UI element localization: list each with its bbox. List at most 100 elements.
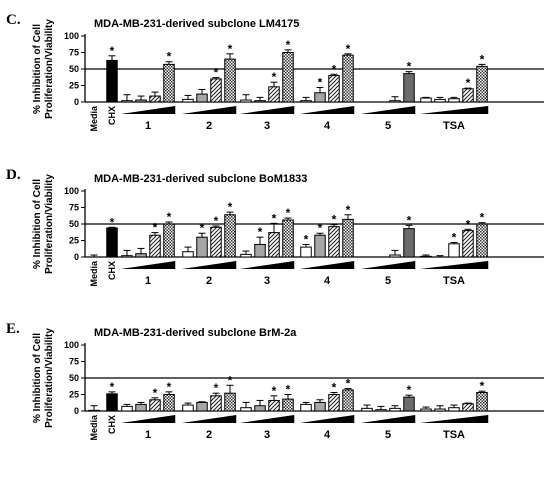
bar bbox=[328, 394, 340, 412]
y-tick-label: 100 bbox=[64, 31, 79, 41]
panel-title: MDA-MB-231-derived subclone BoM1833 bbox=[94, 173, 307, 185]
control-label: Media bbox=[89, 105, 99, 132]
group-label: 1 bbox=[145, 429, 151, 441]
y-axis-label-line: % Inhibition of Cell bbox=[32, 333, 43, 423]
bar bbox=[361, 407, 373, 412]
y-axis-label-line: % Inhibition of Cell bbox=[32, 179, 43, 269]
bar bbox=[240, 99, 252, 103]
y-axis-label: % Inhibition of CellProliferation/Viabil… bbox=[32, 328, 55, 428]
bar bbox=[163, 394, 175, 412]
bar bbox=[462, 230, 474, 258]
panel-letter: D. bbox=[6, 167, 21, 183]
group-label: 4 bbox=[324, 429, 331, 441]
bar bbox=[448, 243, 460, 258]
bar bbox=[163, 223, 175, 258]
control-label: CHX bbox=[107, 106, 117, 125]
significance-star: * bbox=[167, 210, 172, 224]
bar bbox=[434, 408, 446, 412]
group-label: TSA bbox=[443, 275, 465, 287]
dose-wedge bbox=[120, 261, 176, 269]
bar bbox=[210, 78, 222, 103]
bar bbox=[106, 227, 118, 258]
dose-wedge bbox=[360, 106, 416, 114]
bar bbox=[224, 58, 236, 103]
bar bbox=[182, 251, 194, 258]
bar bbox=[224, 214, 236, 258]
dose-wedge bbox=[120, 415, 176, 423]
bar bbox=[300, 403, 312, 412]
bar bbox=[389, 254, 401, 258]
y-tick-label: 50 bbox=[69, 64, 79, 74]
significance-star: * bbox=[286, 383, 291, 397]
significance-star: * bbox=[214, 381, 219, 395]
significance-star: * bbox=[110, 44, 115, 58]
significance-star: * bbox=[258, 225, 263, 239]
panel-3: E. MDA-MB-231-derived subclone BrM-2a % In… bbox=[6, 321, 544, 441]
y-axis-label: % Inhibition of CellProliferation/Viabil… bbox=[32, 174, 55, 274]
bar bbox=[210, 395, 222, 412]
significance-star: * bbox=[318, 221, 323, 235]
significance-star: * bbox=[452, 230, 457, 244]
group-label: 3 bbox=[264, 120, 270, 132]
bar bbox=[328, 75, 340, 103]
y-axis-label: % Inhibition of CellProliferation/Viabil… bbox=[32, 19, 55, 119]
bar bbox=[420, 255, 432, 258]
significance-star: * bbox=[466, 217, 471, 231]
bar bbox=[240, 253, 252, 258]
bar bbox=[328, 226, 340, 258]
significance-star: * bbox=[346, 203, 351, 217]
panels-layer: C. MDA-MB-231-derived subclone LM4175 % In… bbox=[6, 12, 544, 441]
significance-star: * bbox=[272, 70, 277, 84]
bar bbox=[121, 405, 133, 412]
bar bbox=[268, 232, 280, 258]
group-label: 1 bbox=[145, 120, 151, 132]
dose-wedge bbox=[360, 415, 416, 423]
control-label: CHX bbox=[107, 261, 117, 280]
significance-star: * bbox=[228, 200, 233, 214]
bar bbox=[106, 393, 118, 412]
y-axis-label-line: % Inhibition of Cell bbox=[32, 24, 43, 114]
significance-star: * bbox=[346, 377, 351, 391]
group-label: 2 bbox=[206, 429, 212, 441]
dose-wedge bbox=[299, 106, 355, 114]
bar bbox=[106, 59, 118, 103]
dose-wedge bbox=[360, 261, 416, 269]
group-label: TSA bbox=[443, 120, 465, 132]
bar bbox=[314, 401, 326, 412]
bar bbox=[314, 92, 326, 103]
dose-wedge bbox=[419, 106, 489, 114]
bar bbox=[282, 219, 294, 258]
significance-star: * bbox=[407, 383, 412, 397]
bar bbox=[135, 253, 147, 258]
bar bbox=[300, 246, 312, 258]
y-tick-label: 50 bbox=[69, 373, 79, 383]
significance-star: * bbox=[304, 232, 309, 246]
significance-star: * bbox=[346, 42, 351, 56]
bar bbox=[268, 399, 280, 412]
significance-star: * bbox=[214, 66, 219, 80]
group-label: 3 bbox=[264, 275, 270, 287]
significance-star: * bbox=[153, 221, 158, 235]
bar bbox=[196, 401, 208, 412]
bar bbox=[403, 73, 415, 103]
significance-star: * bbox=[466, 76, 471, 90]
panel-letter: E. bbox=[6, 321, 20, 337]
group-label: 3 bbox=[264, 429, 270, 441]
bar bbox=[314, 234, 326, 258]
group-label: TSA bbox=[443, 429, 465, 441]
group-label: 5 bbox=[385, 275, 391, 287]
bar bbox=[268, 86, 280, 103]
significance-star: * bbox=[228, 42, 233, 56]
bar bbox=[135, 403, 147, 412]
bar bbox=[389, 100, 401, 103]
y-tick-label: 75 bbox=[69, 203, 79, 213]
y-tick-label: 75 bbox=[69, 357, 79, 367]
significance-star: * bbox=[407, 60, 412, 74]
y-tick-label: 25 bbox=[69, 81, 79, 91]
bar bbox=[182, 404, 194, 412]
bar bbox=[224, 392, 236, 412]
bar bbox=[448, 407, 460, 412]
significance-star: * bbox=[332, 213, 337, 227]
significance-star: * bbox=[332, 381, 337, 395]
